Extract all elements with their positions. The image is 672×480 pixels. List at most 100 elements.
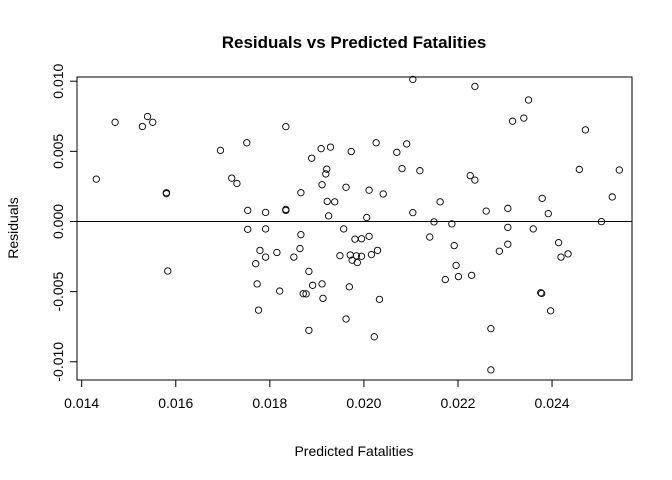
data-point (243, 139, 251, 147)
data-point (403, 140, 411, 148)
x-tick-label: 0.018 (252, 395, 287, 411)
data-point (529, 225, 537, 233)
data-point (487, 325, 495, 333)
data-point (92, 175, 100, 183)
data-point (297, 231, 305, 239)
data-point (216, 146, 225, 155)
data-point (164, 267, 172, 275)
data-point (524, 96, 533, 104)
data-point (324, 212, 333, 220)
data-point (244, 225, 252, 233)
data-point (467, 271, 476, 280)
data-point (305, 267, 313, 276)
data-point (537, 289, 545, 297)
data-point (454, 272, 463, 281)
data-point (538, 194, 546, 202)
y-tick-label: -0.005 (50, 272, 66, 312)
data-point (252, 260, 260, 268)
data-point (426, 233, 434, 241)
data-point (436, 198, 444, 206)
data-point (340, 225, 348, 233)
data-point (261, 225, 270, 233)
data-point (111, 118, 119, 126)
data-point (319, 294, 327, 303)
data-point (347, 147, 355, 156)
data-point (393, 148, 401, 156)
data-point (357, 252, 366, 260)
data-point (575, 165, 583, 174)
data-point (416, 167, 424, 175)
data-point (367, 250, 376, 259)
data-point (261, 253, 270, 261)
data-point (608, 193, 616, 201)
y-tick-label: 0.005 (50, 134, 66, 169)
data-point (495, 247, 504, 255)
y-axis-label: Residuals (5, 197, 21, 258)
y-tick-label: 0.010 (50, 63, 66, 98)
x-tick-label: 0.022 (440, 395, 475, 411)
data-point (365, 232, 373, 241)
data-point (520, 114, 528, 122)
x-tick-label: 0.016 (158, 395, 193, 411)
data-point (466, 171, 474, 180)
data-point (273, 248, 281, 257)
data-point (430, 218, 438, 226)
data-point (353, 258, 361, 267)
data-point (365, 186, 373, 194)
data-point (581, 126, 590, 134)
data-point (504, 223, 512, 232)
data-point (244, 206, 252, 215)
data-point (323, 165, 331, 173)
data-point (282, 205, 290, 214)
x-tick-label: 0.014 (64, 395, 99, 411)
data-point (370, 333, 378, 341)
data-point (448, 220, 456, 228)
data-point (296, 244, 304, 253)
data-point (554, 239, 563, 247)
data-point (564, 250, 572, 258)
data-point (308, 281, 317, 289)
data-point (282, 123, 290, 131)
data-point (297, 189, 305, 197)
data-point (228, 174, 236, 182)
data-point (508, 117, 517, 125)
data-point (441, 275, 449, 284)
data-point (342, 315, 350, 323)
data-point (504, 240, 512, 248)
data-point (317, 145, 325, 153)
data-point (615, 166, 623, 174)
data-point (138, 122, 147, 131)
data-point (471, 82, 479, 91)
data-point (162, 189, 171, 197)
x-axis-label: Predicted Fatalities (294, 443, 413, 459)
data-point (504, 204, 512, 213)
data-point (276, 287, 284, 295)
x-tick-label: 0.020 (346, 395, 381, 411)
data-point (233, 179, 241, 188)
data-point (372, 139, 380, 147)
data-point (538, 289, 546, 298)
data-point (299, 290, 307, 298)
data-point (149, 118, 157, 126)
data-point (322, 170, 330, 178)
data-point (318, 280, 326, 288)
data-point (375, 295, 384, 303)
data-point (409, 208, 417, 217)
data-point (409, 75, 417, 84)
data-point (398, 164, 406, 173)
data-point (308, 154, 316, 162)
data-point (452, 261, 460, 270)
data-point (487, 366, 495, 374)
data-point (352, 252, 361, 260)
data-point (256, 246, 264, 255)
data-point (336, 252, 344, 260)
data-point (331, 198, 339, 206)
data-point (254, 306, 263, 314)
data-point (351, 235, 359, 243)
data-points (92, 75, 623, 374)
data-point (544, 209, 552, 218)
data-point (305, 326, 313, 334)
y-tick-label: 0.000 (50, 204, 66, 239)
data-point (302, 290, 310, 298)
